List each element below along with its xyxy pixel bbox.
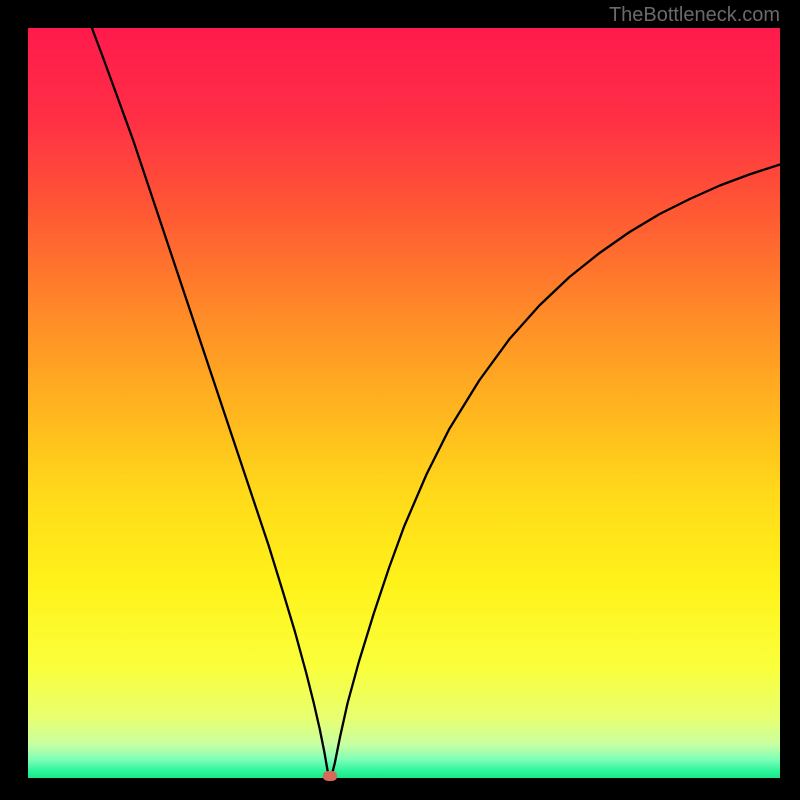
gradient-background [28,28,780,778]
plot-area [28,28,780,778]
minimum-marker [323,771,337,781]
curve-svg [28,28,780,778]
chart-container: TheBottleneck.com [0,0,800,800]
watermark-text: TheBottleneck.com [609,4,780,27]
